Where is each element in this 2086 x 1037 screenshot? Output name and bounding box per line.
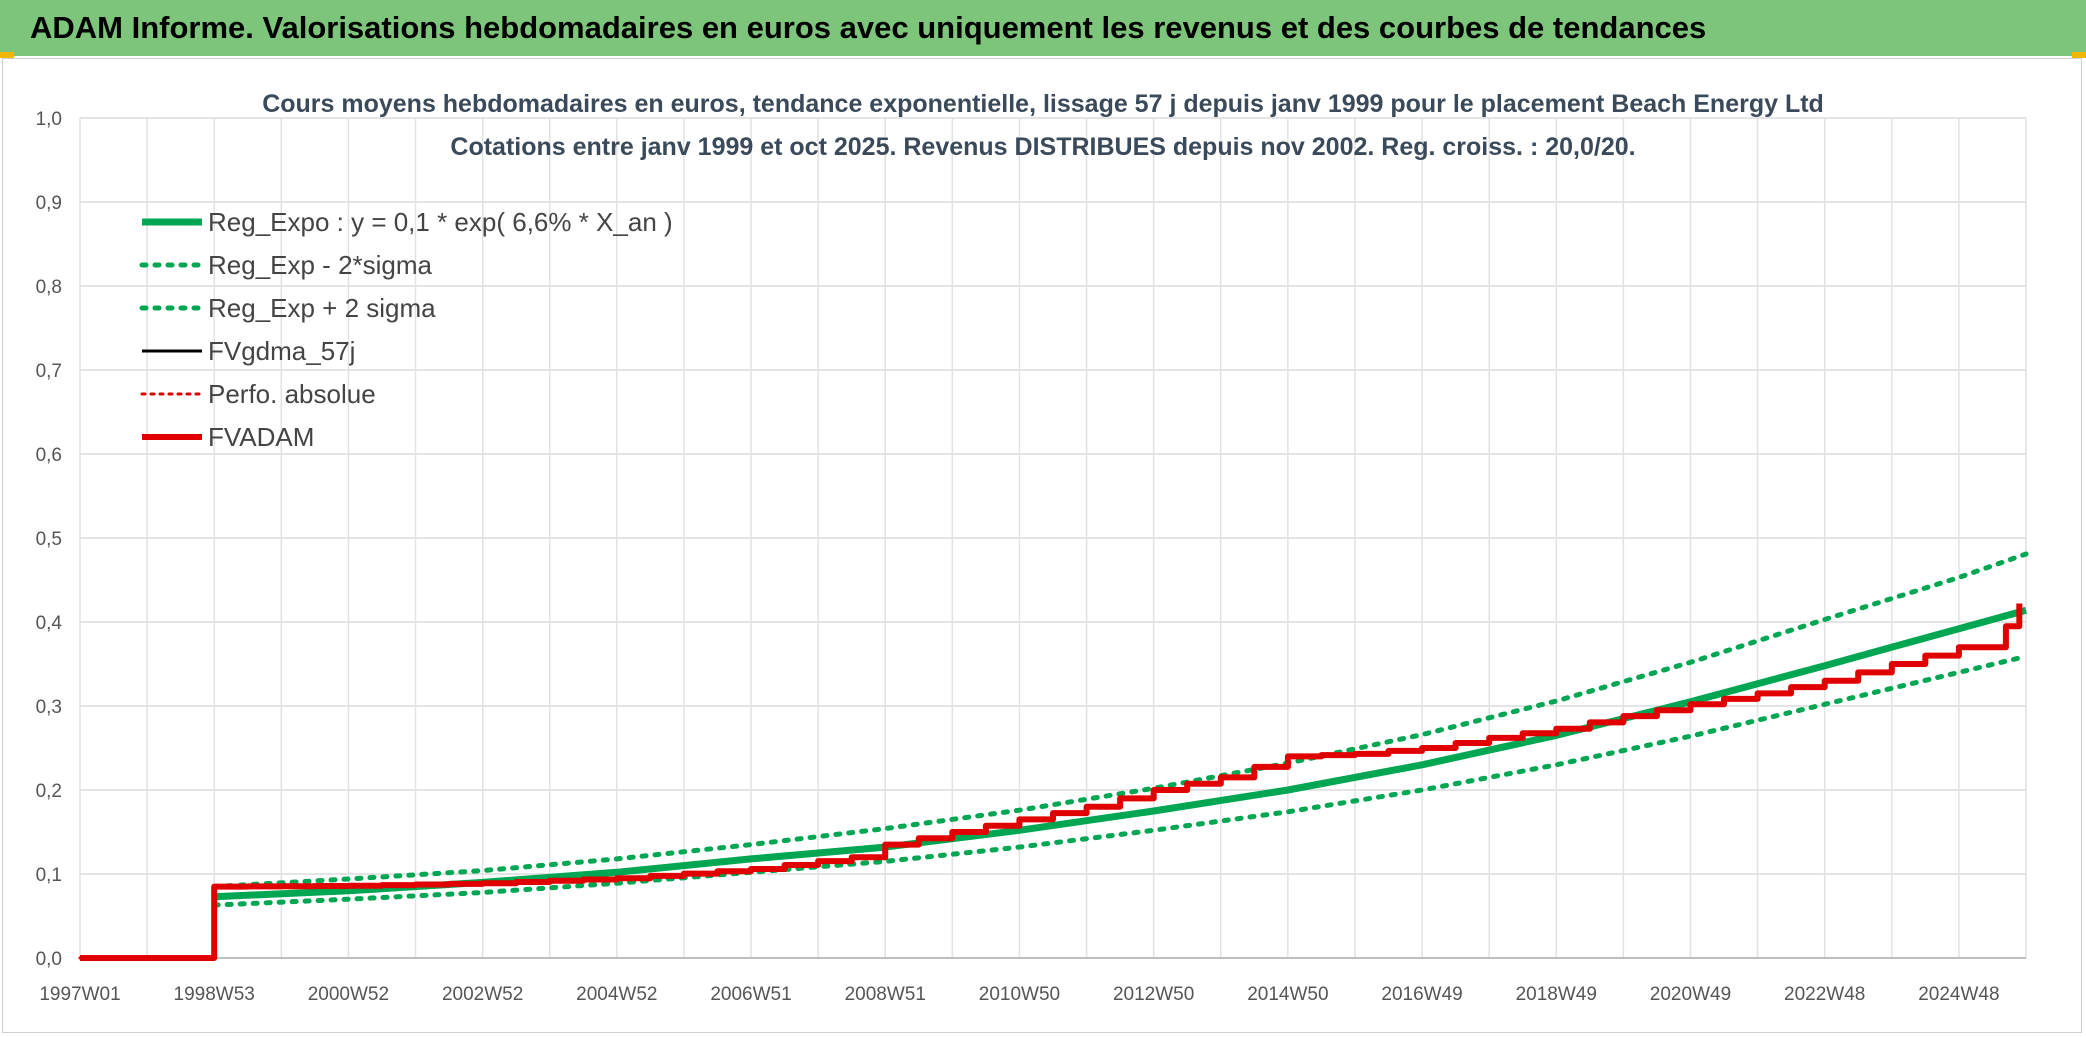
series-line-0 [214, 606, 2027, 901]
legend-label-4: Perfo. absolue [208, 379, 376, 409]
x-tick-label: 1997W01 [39, 984, 120, 1005]
y-tick-label: 0,8 [36, 277, 62, 298]
chart-frame [2, 58, 2082, 1033]
x-tick-label: 2006W51 [710, 984, 791, 1005]
y-tick-label: 0,7 [36, 361, 62, 382]
banner-title: ADAM Informe. Valorisations hebdomadaire… [30, 10, 1707, 45]
series-line-3 [80, 606, 2021, 960]
legend-label-3: FVgdma_57j [208, 336, 355, 366]
grid [79, 117, 2027, 959]
series-line-2 [211, 551, 2029, 890]
x-tick-label: 2016W49 [1381, 984, 1462, 1005]
x-tick-label: 2020W49 [1650, 984, 1731, 1005]
series-line-1 [211, 653, 2029, 908]
series-line-5 [80, 603, 2023, 961]
y-tick-label: 0,2 [36, 781, 62, 802]
series-lines [78, 551, 2029, 961]
x-tick-label: 2022W48 [1784, 984, 1865, 1005]
x-tick-label: 1998W53 [174, 984, 255, 1005]
y-tick-labels: 0,0 0,1 0,2 0,3 0,4 0,5 0,6 0,7 0,8 0,9 1,0 [36, 109, 63, 970]
x-tick-label: 2010W50 [979, 984, 1060, 1005]
y-tick-label: 0,5 [36, 529, 62, 550]
chart-title: Cours moyens hebdomadaires en euros, ten… [262, 90, 1824, 118]
legend-label-1: Reg_Exp - 2*sigma [208, 250, 433, 280]
x-tick-label: 2000W52 [308, 984, 389, 1005]
y-tick-label: 1,0 [36, 109, 62, 130]
series-line-4 [78, 602, 2021, 960]
x-tick-label: 2018W49 [1516, 984, 1597, 1005]
y-tick-label: 0,3 [36, 697, 62, 718]
corner-marker-left [0, 52, 14, 58]
y-tick-label: 0,6 [36, 445, 62, 466]
x-tick-label: 2002W52 [442, 984, 523, 1005]
y-tick-label: 0,0 [36, 949, 62, 970]
x-tick-label: 2012W50 [1113, 984, 1194, 1005]
banner: ADAM Informe. Valorisations hebdomadaire… [0, 0, 2086, 56]
legend-label-0: Reg_Expo : y = 0,1 * exp( 6,6% * X_an ) [208, 207, 673, 237]
legend-label-2: Reg_Exp + 2 sigma [208, 293, 436, 323]
y-tick-label: 0,9 [36, 193, 62, 214]
x-tick-labels: 1997W01 1998W53 2000W52 2002W52 2004W52 2006W… [39, 984, 1999, 1005]
corner-marker-right [2072, 52, 2086, 58]
legend: Reg_Expo : y = 0,1 * exp( 6,6% * X_an ) R… [139, 207, 673, 452]
x-tick-label: 2024W48 [1918, 984, 1999, 1005]
x-tick-label: 2014W50 [1247, 984, 1328, 1005]
chart-subtitle: Cotations entre janv 1999 et oct 2025. R… [450, 133, 1635, 161]
legend-label-5: FVADAM [208, 422, 314, 452]
x-tick-label: 2008W51 [845, 984, 926, 1005]
x-tick-label: 2004W52 [576, 984, 657, 1005]
y-tick-label: 0,4 [36, 613, 63, 634]
y-tick-label: 0,1 [36, 865, 62, 886]
